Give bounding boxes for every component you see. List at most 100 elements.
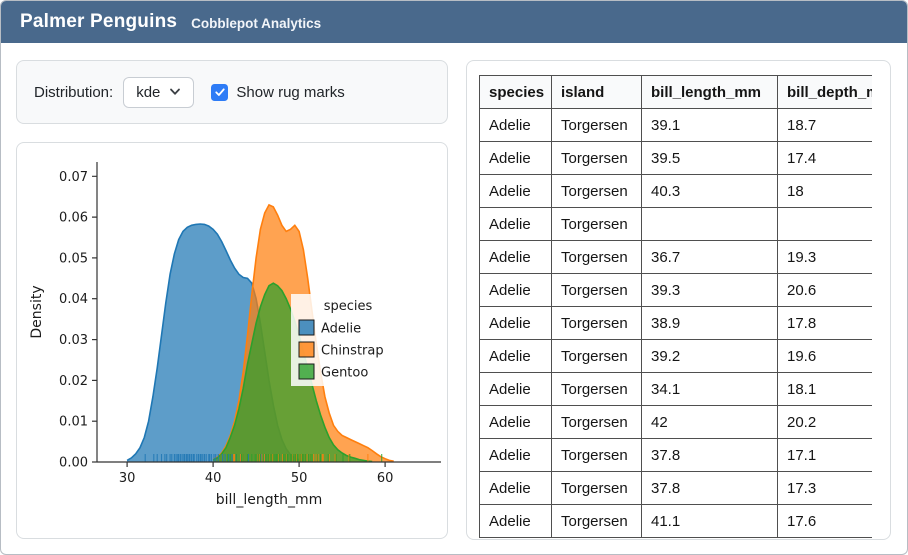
y-tick-label: 0.01 [59,415,88,430]
table-cell: 37.8 [641,438,778,472]
table-cell: 34.1 [641,372,778,406]
table-cell: 41.1 [641,504,778,538]
table-cell: 36.7 [641,240,778,274]
table-row: Adelie Torgersen [479,207,872,241]
table-cell: Adelie [479,273,552,307]
table-row: Adelie Torgersen 41.1 17.6 [479,504,872,538]
y-tick-label: 0.03 [59,333,88,348]
table-cell: Torgersen [551,504,642,538]
rug-checkbox-group[interactable]: Show rug marks [211,83,345,101]
table-cell: 39.2 [641,339,778,373]
table-cell: 42 [641,405,778,439]
x-tick-label: 60 [377,471,394,486]
table-cell: 38.9 [641,306,778,340]
main-content: Distribution: kde Show rug marks [1,43,907,540]
app-title: Palmer Penguins [20,11,178,32]
column-header-island: island [551,75,642,109]
column-header-bill_depth_mm: bill_depth_mm [777,75,872,109]
table-cell: Adelie [479,306,552,340]
legend-swatch-Gentoo [298,363,315,380]
table-row: Adelie Torgersen 39.2 19.6 [479,339,872,373]
table-cell: Adelie [479,504,552,538]
app-subtitle: Cobblepot Analytics [191,16,322,31]
table-cell: Adelie [479,240,552,274]
table-cell: Torgersen [551,174,642,208]
kde-density-chart: 30 40 50 60 0.00 0.01 0.02 0.03 0.04 0.05 0.06 0.07… [29,162,441,508]
table-cell: 17.4 [777,141,872,175]
table-cell: 19.3 [777,240,872,274]
table-cell: 18.1 [777,372,872,406]
table-cell: Torgersen [551,273,642,307]
y-tick-label: 0.06 [59,211,88,226]
table-row: Adelie Torgersen 36.7 19.3 [479,240,872,274]
table-cell: 17.1 [777,438,872,472]
legend-label-Adelie: Adelie [321,322,361,337]
distribution-dropdown[interactable]: kde [123,76,195,108]
rug-checkbox-label[interactable]: Show rug marks [236,83,345,101]
table-cell: 18.7 [777,108,872,142]
table-cell: Adelie [479,405,552,439]
y-tick-label: 0.00 [59,456,88,471]
left-column: Distribution: kde Show rug marks [16,60,448,540]
chart-legend: species Adelie Chinstrap Gentoo [291,294,405,386]
table-cell [641,207,778,241]
y-tick-label: 0.05 [59,251,88,266]
y-tick-label: 0.04 [59,292,88,307]
table-cell: 40.3 [641,174,778,208]
table-row: Adelie Torgersen 37.8 17.3 [479,471,872,505]
table-cell: Torgersen [551,207,642,241]
table-cell: Torgersen [551,372,642,406]
kde-line-Chinstrap [212,203,394,462]
legend-label-Chinstrap: Chinstrap [321,344,384,359]
column-header-species: species [479,75,552,109]
table-cell: Adelie [479,471,552,505]
controls-panel: Distribution: kde Show rug marks [16,60,448,124]
table-cell: Torgersen [551,108,642,142]
table-cell: Torgersen [551,471,642,505]
table-cell: Adelie [479,339,552,373]
table-cell: 39.3 [641,273,778,307]
column-header-bill_length_mm: bill_length_mm [641,75,778,109]
y-tick-label: 0.02 [59,374,88,389]
table-cell: Adelie [479,438,552,472]
table-cell: Torgersen [551,405,642,439]
x-tick-label: 30 [119,471,136,486]
checkmark-icon [215,88,225,96]
table-body: Adelie Torgersen 39.1 18.7 Adelie Torgersen 39… [479,108,872,538]
table-cell: Torgersen [551,339,642,373]
table-cell: Adelie [479,207,552,241]
table-row: Adelie Torgersen 39.3 20.6 [479,273,872,307]
table-cell: 39.5 [641,141,778,175]
y-axis-label: Density [29,285,45,338]
table-cell: 19.6 [777,339,872,373]
table-row: Adelie Torgersen 39.5 17.4 [479,141,872,175]
table-cell: Torgersen [551,240,642,274]
table-cell: 17.8 [777,306,872,340]
rug-checkbox[interactable] [211,83,229,101]
table-panel: speciesislandbill_length_mmbill_depth_mm… [466,60,891,540]
header: Palmer Penguins Cobblepot Analytics [1,1,907,43]
chart-panel: 30 40 50 60 0.00 0.01 0.02 0.03 0.04 0.05 0.06 0.07… [16,142,448,539]
table-cell [777,207,872,241]
table-cell: Adelie [479,372,552,406]
table-row: Adelie Torgersen 38.9 17.8 [479,306,872,340]
table-cell: 20.6 [777,273,872,307]
table-cell: Torgersen [551,306,642,340]
legend-swatch-Adelie [298,319,315,336]
table-scroll-area[interactable]: speciesislandbill_length_mmbill_depth_mm… [479,75,872,539]
penguins-table: speciesislandbill_length_mmbill_depth_mm… [479,75,872,538]
chevron-down-icon [170,88,181,95]
distribution-label: Distribution: [34,83,114,101]
table-row: Adelie Torgersen 34.1 18.1 [479,372,872,406]
table-cell: 39.1 [641,108,778,142]
right-column: speciesislandbill_length_mmbill_depth_mm… [466,60,891,540]
table-cell: 17.3 [777,471,872,505]
x-axis-label: bill_length_mm [216,492,322,508]
table-cell: Torgersen [551,438,642,472]
table-cell: Adelie [479,108,552,142]
legend-swatch-Chinstrap [298,341,315,358]
table-cell: Torgersen [551,141,642,175]
table-cell: 18 [777,174,872,208]
